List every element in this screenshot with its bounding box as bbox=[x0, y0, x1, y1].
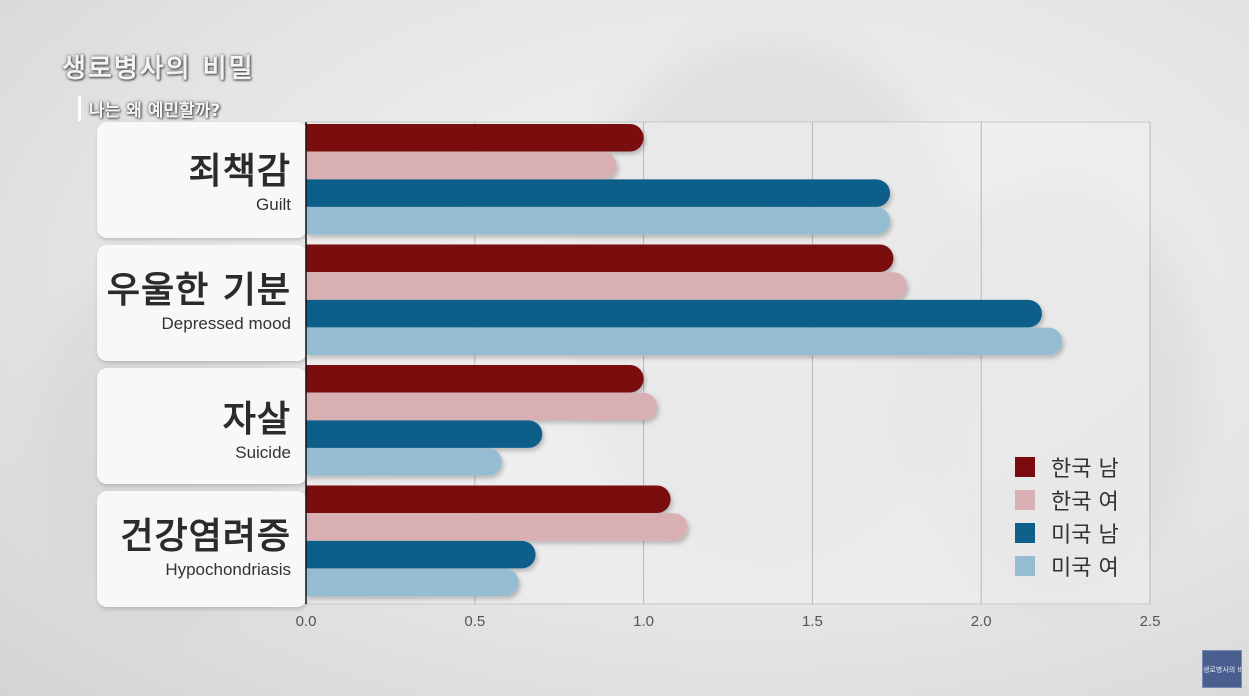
category-label-english: Hypochondriasis bbox=[165, 560, 291, 579]
category-label-english: Suicide bbox=[235, 443, 291, 462]
legend-label: 미국 여 bbox=[1051, 555, 1119, 581]
bar bbox=[306, 151, 617, 180]
legend-swatch bbox=[1015, 522, 1035, 543]
bar bbox=[306, 327, 1063, 356]
x-tick-label: 0.0 bbox=[296, 613, 317, 630]
bar bbox=[306, 207, 891, 235]
category-card-hypochondriasis: 건강염려증 Hypochondriasis bbox=[97, 491, 307, 607]
bar bbox=[306, 540, 536, 569]
x-tick-label: 1.0 bbox=[633, 613, 654, 630]
legend-item: 한국 남 bbox=[1015, 450, 1119, 483]
legend-label: 한국 여 bbox=[1051, 489, 1119, 515]
bar bbox=[306, 272, 907, 300]
category-label-korean: 건강염려증 bbox=[120, 516, 291, 557]
legend-label: 미국 남 bbox=[1051, 522, 1119, 548]
bar bbox=[306, 299, 1042, 328]
x-tick-label: 0.5 bbox=[464, 613, 485, 630]
category-card-depressed-mood: 우울한 기분 Depressed mood bbox=[97, 245, 307, 361]
bar bbox=[306, 513, 688, 541]
bar bbox=[306, 365, 644, 393]
bar bbox=[306, 485, 671, 513]
episode-subtitle: 나는 왜 예민할까? bbox=[78, 96, 220, 121]
category-label-korean: 우울한 기분 bbox=[106, 270, 291, 311]
legend-swatch bbox=[1015, 555, 1035, 576]
legend-item: 한국 여 bbox=[1015, 483, 1119, 516]
category-label-english: Guilt bbox=[256, 195, 291, 214]
category-label-english: Depressed mood bbox=[161, 314, 291, 333]
legend-swatch bbox=[1015, 489, 1035, 510]
category-card-guilt: 죄책감 Guilt bbox=[97, 122, 307, 238]
show-title: 생로병사의 비밀 bbox=[62, 54, 255, 84]
channel-watermark-logo: 생로병사의 비밀 bbox=[1202, 650, 1242, 688]
legend-swatch bbox=[1015, 456, 1035, 477]
category-label-korean: 자살 bbox=[222, 399, 291, 440]
legend-item: 미국 남 bbox=[1015, 516, 1119, 549]
x-tick-label: 1.5 bbox=[802, 613, 823, 630]
chart-legend: 한국 남 한국 여 미국 남 미국 여 bbox=[1015, 450, 1119, 582]
bar bbox=[306, 392, 658, 421]
bar bbox=[306, 244, 894, 272]
legend-label: 한국 남 bbox=[1051, 456, 1119, 482]
x-tick-label: 2.5 bbox=[1140, 613, 1161, 630]
bar bbox=[306, 124, 644, 152]
x-tick-label: 2.0 bbox=[971, 613, 992, 630]
bar bbox=[306, 179, 891, 207]
bar bbox=[306, 568, 519, 597]
legend-item: 미국 여 bbox=[1015, 549, 1119, 582]
bar bbox=[306, 420, 543, 448]
category-label-korean: 죄책감 bbox=[188, 151, 291, 192]
category-card-suicide: 자살 Suicide bbox=[97, 368, 307, 484]
bar bbox=[306, 448, 502, 476]
